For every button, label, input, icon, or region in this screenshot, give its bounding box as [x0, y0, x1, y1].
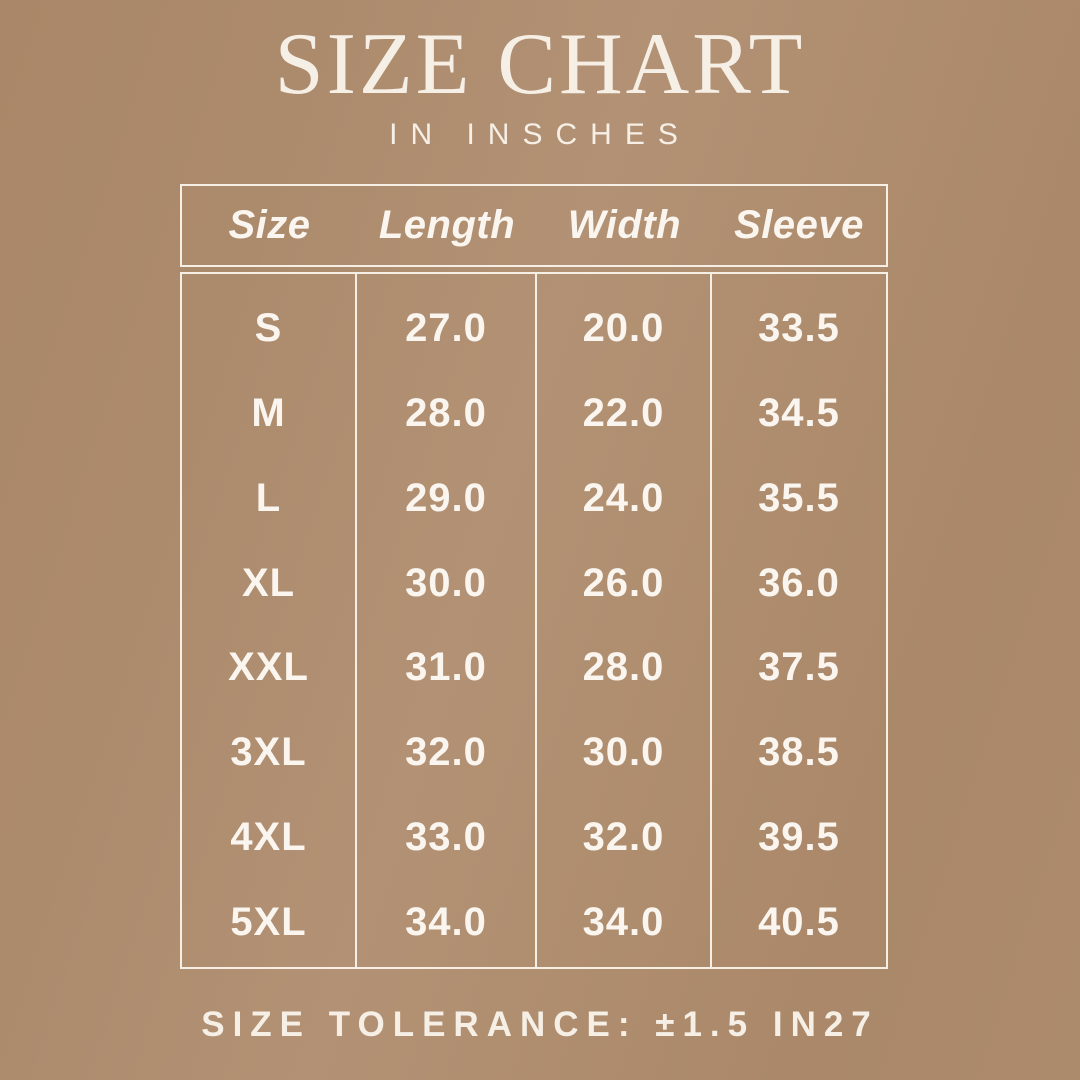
width-value: 26.0: [582, 560, 665, 605]
length-value: 31.0: [405, 645, 487, 690]
sleeve-value: 37.5: [758, 645, 840, 690]
length-value: 34.0: [405, 900, 487, 945]
length-value: 33.0: [405, 815, 487, 860]
size-label: XXL: [228, 645, 309, 690]
column-width: 20.0 22.0 24.0 26.0 28.0 30.0 32.0 34.0: [537, 274, 712, 967]
sleeve-value: 33.5: [758, 305, 840, 350]
size-label: 5XL: [230, 900, 307, 945]
width-value: 32.0: [582, 815, 665, 860]
width-value: 22.0: [582, 390, 665, 435]
size-label: 3XL: [230, 730, 307, 775]
sleeve-value: 38.5: [758, 730, 840, 775]
length-value: 32.0: [405, 730, 487, 775]
column-sleeve: 33.5 34.5 35.5 36.0 37.5 38.5 39.5 40.5: [712, 274, 886, 967]
width-value: 28.0: [582, 645, 665, 690]
width-value: 34.0: [582, 900, 665, 945]
width-value: 20.0: [582, 305, 665, 350]
length-value: 29.0: [405, 475, 487, 520]
width-value: 30.0: [582, 730, 665, 775]
column-header-size: Size: [228, 203, 311, 247]
size-table-header-row: Size Length Width Sleeve: [180, 184, 888, 267]
sleeve-value: 39.5: [758, 815, 840, 860]
size-label: L: [255, 475, 282, 520]
size-tolerance-note: SIZE TOLERANCE: ±1.5 IN27: [201, 1005, 879, 1044]
size-table: Size Length Width Sleeve S M L XL XXL 3X…: [180, 184, 888, 969]
size-label: S: [254, 305, 283, 350]
sleeve-value: 34.5: [758, 390, 840, 435]
size-label: M: [251, 390, 286, 435]
page-subtitle: IN INSCHES: [389, 118, 691, 151]
width-value: 24.0: [582, 475, 665, 520]
column-length: 27.0 28.0 29.0 30.0 31.0 32.0 33.0 34.0: [357, 274, 537, 967]
column-size: S M L XL XXL 3XL 4XL 5XL: [182, 274, 357, 967]
length-value: 28.0: [405, 390, 487, 435]
sleeve-value: 35.5: [758, 475, 840, 520]
size-label: 4XL: [230, 815, 307, 860]
size-table-body: S M L XL XXL 3XL 4XL 5XL 27.0 28.0 29.0 …: [180, 272, 888, 969]
sleeve-value: 36.0: [758, 560, 840, 605]
page-title: SIZE CHART: [274, 16, 806, 113]
column-header-width: Width: [567, 203, 682, 247]
length-value: 30.0: [405, 560, 487, 605]
column-header-sleeve: Sleeve: [734, 203, 864, 247]
column-header-length: Length: [378, 203, 516, 247]
sleeve-value: 40.5: [758, 900, 840, 945]
length-value: 27.0: [405, 305, 487, 350]
size-label: XL: [241, 560, 296, 605]
